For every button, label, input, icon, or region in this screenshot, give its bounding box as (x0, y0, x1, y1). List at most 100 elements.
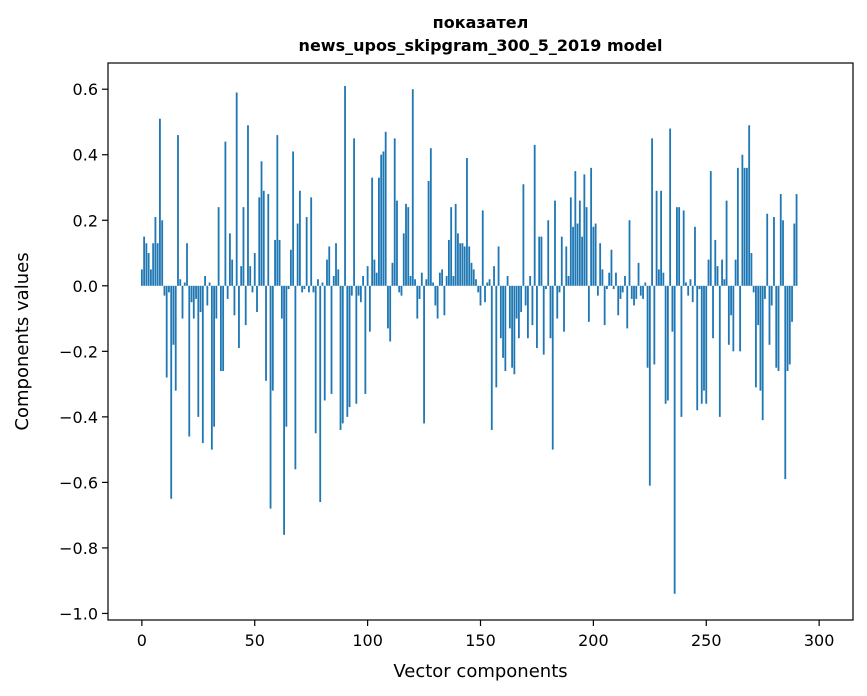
bar (152, 243, 155, 286)
bar (260, 161, 263, 286)
bar (238, 285, 240, 349)
bar (249, 266, 252, 286)
bar (247, 125, 249, 286)
bar (411, 89, 414, 286)
bar (405, 203, 407, 286)
bar (529, 275, 532, 286)
y-tick-label: 0.0 (73, 277, 98, 296)
bar (554, 200, 556, 286)
x-tick-label: 200 (578, 631, 609, 650)
bar (341, 285, 344, 424)
bar (662, 272, 665, 286)
bar (646, 285, 649, 368)
bar (694, 226, 696, 286)
bar (147, 253, 150, 286)
bar (350, 285, 353, 296)
bar (775, 285, 778, 368)
bar (357, 285, 360, 296)
y-axis-ticks: 0.6 0.4 0.2 0.0 −0.2 −0.4 −0.6 −0.8 −1.0 (59, 80, 108, 623)
chart-title-line-2: news_upos_skipgram_300_5_2019 model (299, 36, 663, 55)
bar (730, 285, 732, 316)
bar (371, 177, 374, 286)
bar (698, 285, 701, 290)
bar (628, 220, 631, 286)
chart-title-line-1: показател (433, 13, 529, 32)
y-tick-label: −0.8 (59, 539, 98, 558)
bar (673, 285, 676, 594)
bar (391, 262, 394, 286)
bar (508, 285, 511, 329)
bar (583, 174, 586, 286)
bar (197, 285, 200, 417)
bar (186, 243, 188, 286)
bar (251, 285, 254, 293)
bar (344, 85, 346, 286)
bar (608, 272, 611, 286)
bar (274, 239, 276, 286)
bar (280, 285, 283, 319)
bar (750, 253, 753, 286)
bar (506, 275, 509, 286)
bar (786, 285, 789, 371)
bar (140, 269, 143, 286)
bar (596, 285, 599, 296)
bar (224, 141, 227, 286)
bar (400, 285, 403, 296)
bar (416, 285, 419, 319)
bar (653, 285, 656, 365)
bar (569, 197, 572, 286)
bar (283, 285, 285, 535)
bar (265, 285, 267, 381)
bar (493, 266, 495, 286)
bar (764, 285, 766, 299)
bar (779, 194, 782, 286)
bar (691, 285, 694, 303)
bar (520, 285, 523, 313)
bar (484, 285, 486, 303)
bar (222, 285, 225, 371)
bar (558, 285, 561, 293)
bar (278, 239, 281, 286)
bar (172, 285, 175, 345)
bar (635, 285, 638, 299)
bar (615, 272, 617, 286)
bar (427, 180, 430, 286)
bar (387, 285, 389, 329)
bar (725, 200, 728, 286)
bar (317, 279, 319, 286)
bar (457, 233, 459, 286)
bar (368, 285, 371, 332)
bar (664, 285, 667, 404)
bar (454, 203, 457, 286)
bar-series (140, 85, 798, 594)
bar (723, 279, 726, 286)
bar (599, 243, 602, 286)
bar (490, 285, 493, 430)
bar (258, 197, 261, 286)
bar (292, 151, 295, 286)
bar (545, 285, 547, 290)
bar (335, 243, 337, 286)
bar (423, 285, 425, 424)
bar (470, 262, 473, 286)
bar (301, 285, 304, 293)
bar (235, 92, 238, 286)
bar (687, 285, 690, 296)
bar (718, 285, 721, 417)
bar (721, 259, 723, 286)
bar (612, 285, 615, 290)
bar (179, 279, 182, 286)
bar (565, 246, 568, 286)
bar (276, 135, 279, 286)
bar (560, 236, 563, 286)
bar (303, 285, 306, 290)
bar (450, 207, 453, 286)
bar (755, 285, 757, 388)
bar (215, 285, 218, 319)
bar (680, 285, 683, 417)
bar (402, 233, 405, 286)
bar (739, 285, 742, 352)
bar (590, 167, 593, 286)
bar (551, 285, 554, 450)
bar (314, 285, 317, 434)
